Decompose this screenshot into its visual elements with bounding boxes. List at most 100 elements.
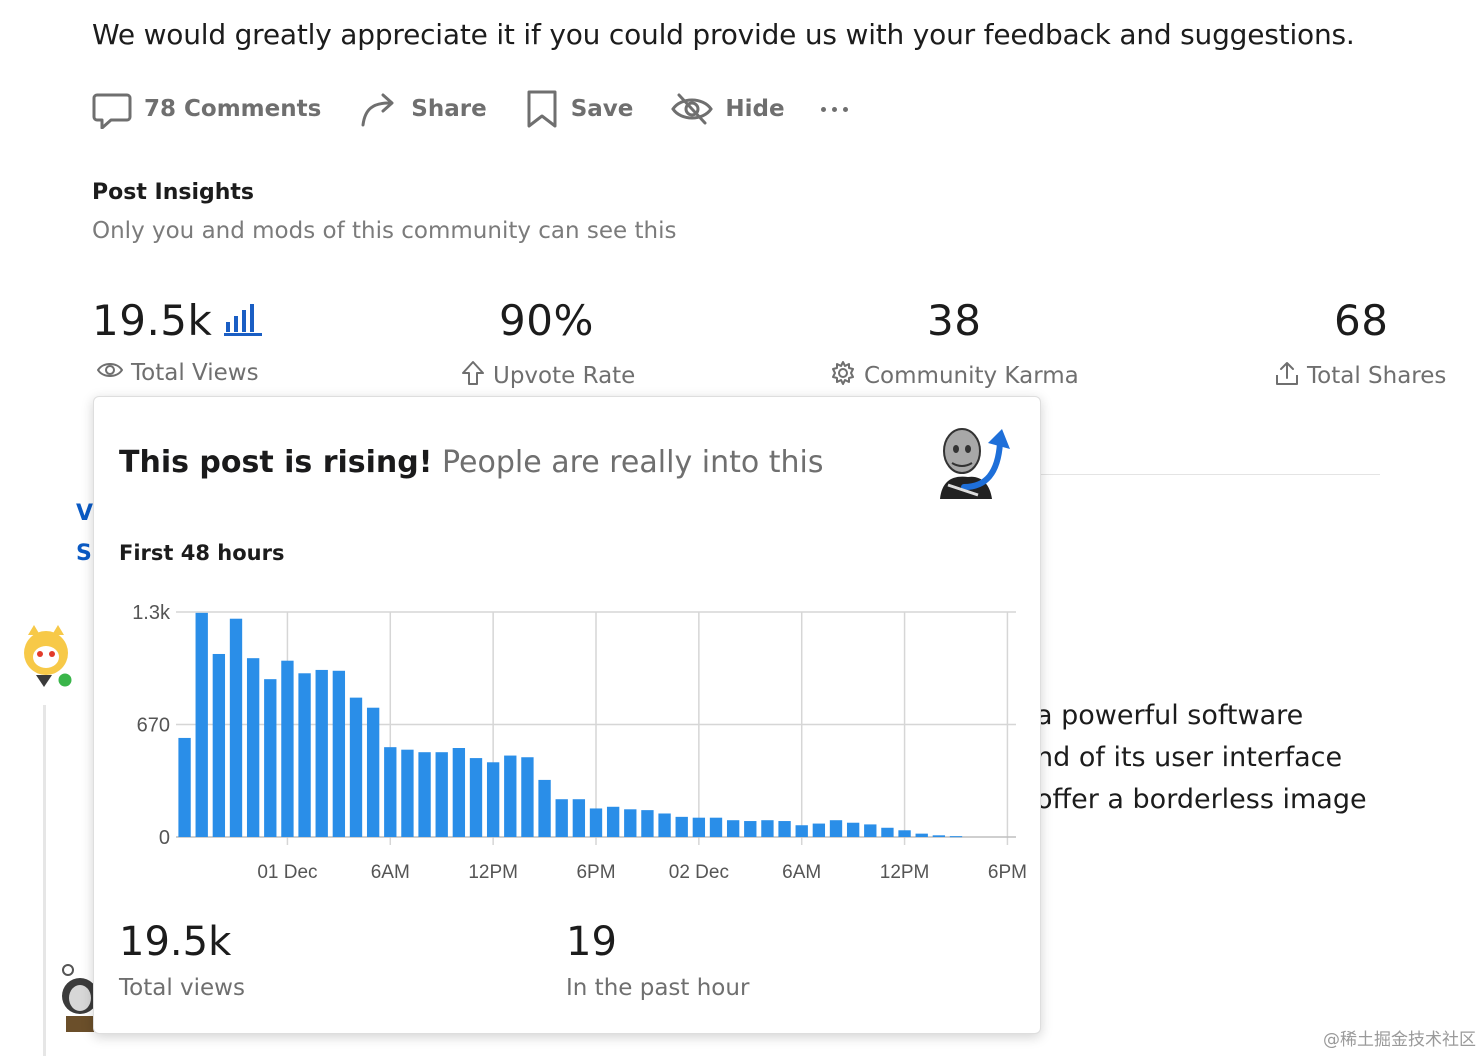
chart-bar bbox=[761, 820, 774, 837]
share-button[interactable]: Share bbox=[359, 89, 487, 129]
chart-bar bbox=[212, 653, 226, 837]
chart-bar bbox=[949, 836, 963, 838]
y-tick-label: 670 bbox=[137, 715, 170, 737]
chart-heading: First 48 hours bbox=[119, 541, 285, 565]
dot-icon bbox=[842, 106, 848, 112]
chart-bar bbox=[332, 670, 346, 837]
y-tick-label: 0 bbox=[159, 827, 170, 849]
chart-bar bbox=[349, 697, 363, 837]
save-label: Save bbox=[570, 96, 634, 122]
chart-bar bbox=[384, 747, 397, 837]
bar-chart-icon[interactable] bbox=[224, 302, 264, 340]
chart-bar bbox=[246, 658, 260, 837]
comments-label: 78 Comments bbox=[144, 96, 322, 122]
chart-bar bbox=[898, 830, 911, 837]
total-views-label: Total Views bbox=[131, 360, 259, 386]
popup-past-hour-value: 19 bbox=[566, 919, 617, 965]
upvote-arrow-icon bbox=[461, 360, 485, 392]
popup-title-rest: People are really into this bbox=[442, 445, 824, 480]
chart-bar bbox=[401, 749, 414, 837]
chart-bar bbox=[795, 825, 808, 837]
upvote-rate-label: Upvote Rate bbox=[493, 363, 636, 389]
chart-bar bbox=[864, 824, 877, 837]
post-body-text: We would greatly appreciate it if you co… bbox=[92, 18, 1355, 51]
rising-mascot-icon bbox=[934, 421, 1014, 507]
chart-bar bbox=[178, 737, 191, 837]
popup-title-bold: This post is rising! bbox=[119, 445, 433, 480]
views-bar-chart: 0 670 1.3k 01 Dec 6AM 12PM 6PM 02 Dec 6AM 12PM 6PM bbox=[132, 602, 1027, 883]
chart-bar bbox=[452, 748, 466, 837]
popup-past-hour-label: In the past hour bbox=[566, 975, 750, 1001]
dot-icon bbox=[831, 106, 837, 112]
avatar[interactable] bbox=[18, 617, 76, 695]
community-karma-value: 38 bbox=[927, 296, 982, 345]
popup-title: This post is rising! People are really i… bbox=[119, 445, 823, 480]
gear-icon bbox=[830, 360, 856, 392]
comment-thread-line[interactable] bbox=[43, 705, 46, 1056]
side-link-letter[interactable]: V bbox=[76, 501, 94, 526]
popup-total-views-label: Total views bbox=[119, 975, 245, 1001]
chart-bar bbox=[195, 612, 208, 837]
chart-bar bbox=[418, 752, 431, 837]
x-tick-label: 02 Dec bbox=[669, 862, 729, 883]
chart-bar bbox=[881, 827, 894, 837]
save-button[interactable]: Save bbox=[525, 89, 634, 129]
background-text-line: a powerful software bbox=[1036, 700, 1304, 731]
total-shares-caption: Total Shares bbox=[1275, 360, 1446, 392]
total-views-caption: Total Views bbox=[96, 360, 259, 386]
eye-slash-icon bbox=[671, 92, 714, 126]
popup-total-views-value: 19.5k bbox=[119, 919, 232, 965]
chart-bar bbox=[264, 679, 277, 837]
chart-bar bbox=[366, 707, 380, 837]
x-tick-label: 01 Dec bbox=[257, 862, 317, 883]
more-options-button[interactable] bbox=[820, 106, 848, 112]
total-views-stat[interactable]: 19.5k bbox=[92, 296, 264, 345]
x-tick-label: 12PM bbox=[468, 862, 518, 883]
chart-bar bbox=[504, 755, 517, 837]
share-label: Share bbox=[411, 96, 487, 122]
chart-bar bbox=[589, 808, 603, 837]
chart-bar bbox=[915, 833, 928, 837]
x-tick-label: 6PM bbox=[988, 862, 1027, 883]
upvote-rate-value: 90% bbox=[499, 296, 594, 345]
chart-bar bbox=[315, 669, 328, 837]
chart-bar bbox=[555, 799, 568, 837]
chart-bar bbox=[778, 821, 791, 837]
post-insights-title: Post Insights bbox=[92, 180, 255, 205]
total-shares-label: Total Shares bbox=[1307, 363, 1447, 389]
eye-icon bbox=[96, 360, 124, 386]
total-views-value: 19.5k bbox=[92, 296, 213, 345]
background-text-line: nd of its user interface bbox=[1036, 742, 1343, 773]
community-karma-caption: Community Karma bbox=[830, 360, 1079, 392]
hide-button[interactable]: Hide bbox=[671, 92, 785, 126]
y-tick-label: 1.3k bbox=[132, 602, 171, 624]
section-divider bbox=[1040, 474, 1380, 475]
x-tick-label: 12PM bbox=[880, 862, 930, 883]
chart-bar bbox=[675, 816, 688, 837]
chart-bar bbox=[829, 820, 843, 837]
chart-bar bbox=[692, 817, 706, 837]
chart-bar bbox=[281, 660, 294, 837]
chart-bar bbox=[229, 618, 243, 837]
comment-icon bbox=[92, 89, 132, 129]
community-karma-label: Community Karma bbox=[864, 363, 1079, 389]
chart-bar bbox=[726, 820, 740, 837]
chart-bar bbox=[846, 822, 860, 837]
chart-bar bbox=[469, 758, 483, 837]
avatar[interactable] bbox=[60, 962, 100, 1040]
chart-bar bbox=[606, 806, 620, 837]
side-link-letter[interactable]: S bbox=[76, 541, 92, 566]
chart-bar bbox=[932, 835, 946, 837]
chart-bar bbox=[744, 821, 757, 837]
chart-bar bbox=[486, 762, 500, 837]
x-tick-label: 6PM bbox=[576, 862, 615, 883]
upload-share-icon bbox=[1275, 360, 1299, 392]
chart-bar bbox=[641, 810, 654, 837]
chart-bar bbox=[624, 809, 637, 837]
chart-bar bbox=[298, 673, 311, 837]
comments-button[interactable]: 78 Comments bbox=[92, 89, 321, 129]
chart-bar bbox=[709, 817, 723, 837]
share-arrow-icon bbox=[359, 89, 399, 129]
chart-bar bbox=[521, 757, 534, 837]
chart-bar bbox=[538, 779, 551, 837]
